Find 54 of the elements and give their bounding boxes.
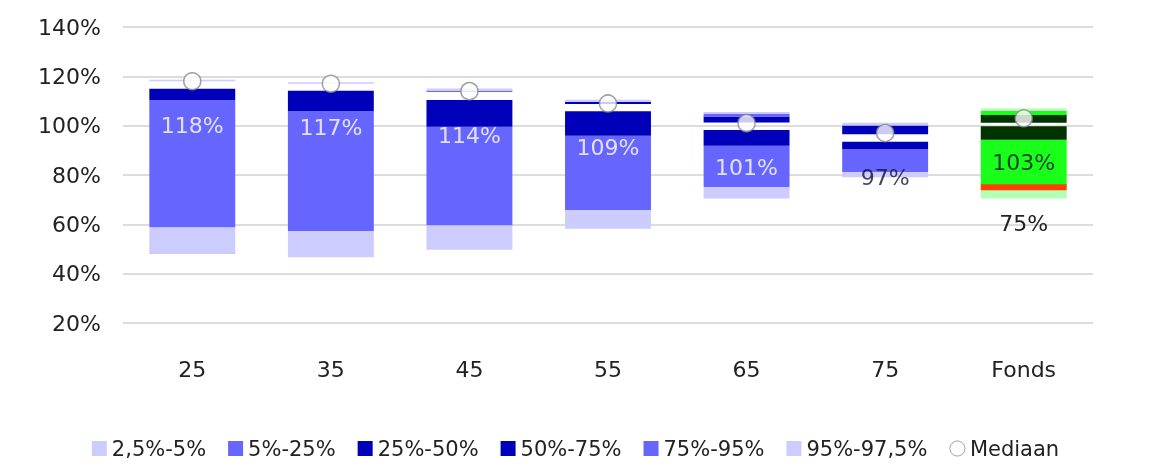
- point: [460, 81, 479, 101]
- y-tick-label: 80%: [52, 162, 101, 188]
- annotation: 75%: [999, 210, 1049, 236]
- bar: [565, 135, 651, 211]
- x-tick-label: 75: [871, 356, 900, 382]
- legend-label: 5%-25%: [248, 436, 336, 461]
- bar: [426, 126, 513, 226]
- data-label: 103%: [992, 150, 1056, 176]
- y-tick-label: 120%: [38, 63, 101, 89]
- bar: [149, 88, 236, 101]
- data-label: 101%: [715, 154, 779, 180]
- data-label: 118%: [160, 113, 224, 139]
- bar: [149, 100, 236, 228]
- bar: [426, 100, 513, 127]
- bar: [980, 126, 1067, 140]
- point: [598, 94, 618, 113]
- point: [737, 113, 756, 133]
- bar: [703, 187, 790, 199]
- x-tick-label: 65: [732, 356, 761, 382]
- data-label: 114%: [437, 122, 501, 148]
- bar: [426, 225, 513, 250]
- y-tick-label: 40%: [52, 261, 101, 287]
- point: [321, 74, 341, 93]
- point: [875, 123, 895, 143]
- bar: [980, 184, 1067, 191]
- x-tick-label: 55: [594, 356, 622, 382]
- bar: [980, 108, 1067, 111]
- point: [1014, 109, 1033, 128]
- legend-label: Mediaan: [969, 436, 1060, 461]
- legend-label: 25%-50%: [377, 436, 479, 461]
- bar: [565, 210, 651, 229]
- point: [183, 72, 202, 91]
- bar: [287, 90, 374, 112]
- x-tick-label: Fonds: [991, 356, 1057, 382]
- legend-label: 95%-97,5%: [806, 436, 928, 461]
- y-tick-label: 140%: [38, 14, 101, 40]
- bar: [287, 230, 374, 258]
- x-tick-label: 35: [316, 356, 345, 382]
- x-tick-label: 45: [455, 356, 484, 382]
- bar: [565, 111, 651, 136]
- x-tick-label: 25: [178, 356, 207, 382]
- data-label: 117%: [299, 115, 363, 141]
- bar: [703, 130, 790, 146]
- y-tick-label: 20%: [52, 310, 101, 336]
- y-tick-label: 60%: [52, 211, 101, 237]
- data-label: 109%: [576, 135, 640, 161]
- bar: [842, 141, 929, 150]
- y-tick-label: 100%: [38, 113, 101, 139]
- bar: [149, 227, 236, 254]
- legend-label: 75%-95%: [663, 436, 765, 461]
- bar: [287, 111, 374, 231]
- data-label: 97%: [860, 164, 910, 190]
- legend-label: 50%-75%: [520, 436, 622, 461]
- legend-label: 2,5%-5%: [111, 436, 207, 461]
